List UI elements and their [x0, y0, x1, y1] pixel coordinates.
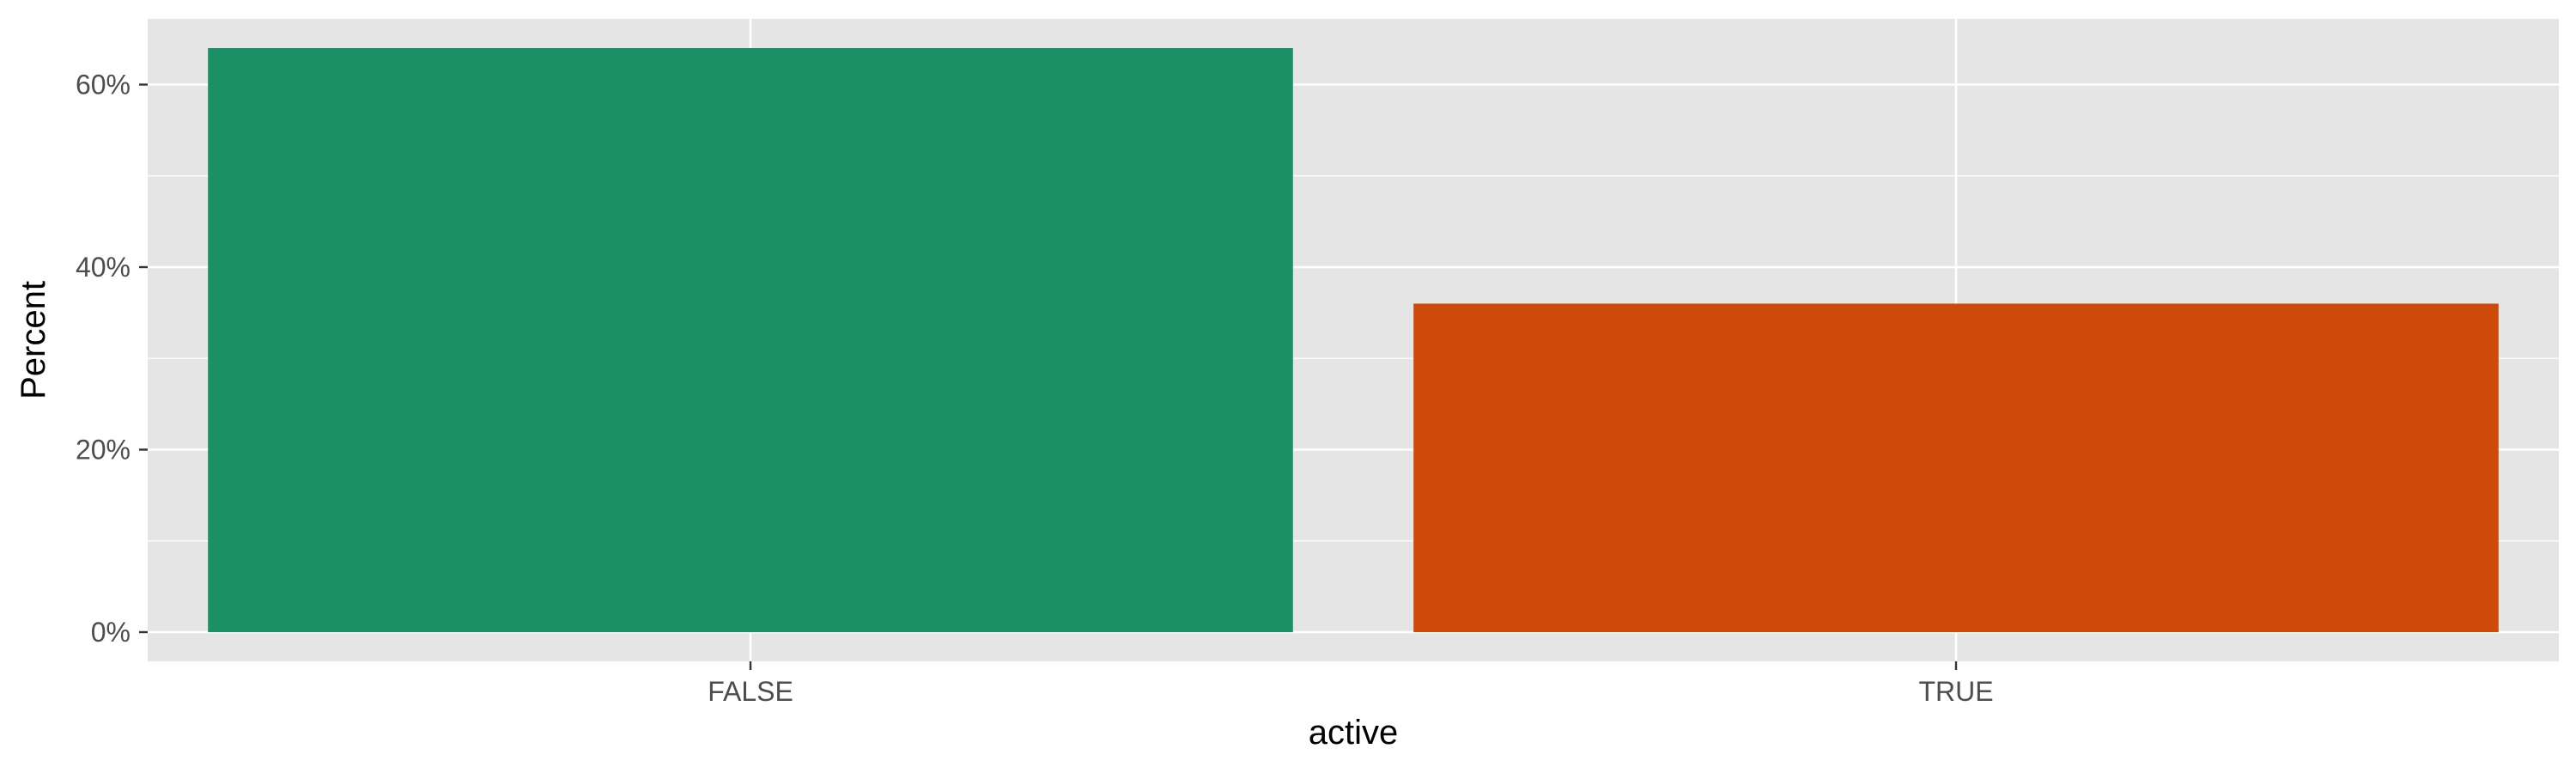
y-axis-title: Percent: [15, 281, 52, 399]
x-tick-label: TRUE: [1918, 676, 1993, 707]
bars: [208, 48, 2499, 632]
x-tick-label: FALSE: [708, 676, 793, 707]
y-axis-ticks: 0% 20% 40% 60%: [76, 70, 148, 648]
y-tick-label: 0%: [91, 617, 131, 648]
bar-false: [208, 48, 1293, 632]
y-tick-label: 60%: [76, 70, 131, 100]
bar-true: [1413, 303, 2499, 632]
y-tick-label: 40%: [76, 252, 131, 283]
x-axis-title: active: [1309, 714, 1399, 752]
y-tick-label: 20%: [76, 435, 131, 466]
x-axis-ticks: FALSE TRUE: [708, 661, 1994, 707]
